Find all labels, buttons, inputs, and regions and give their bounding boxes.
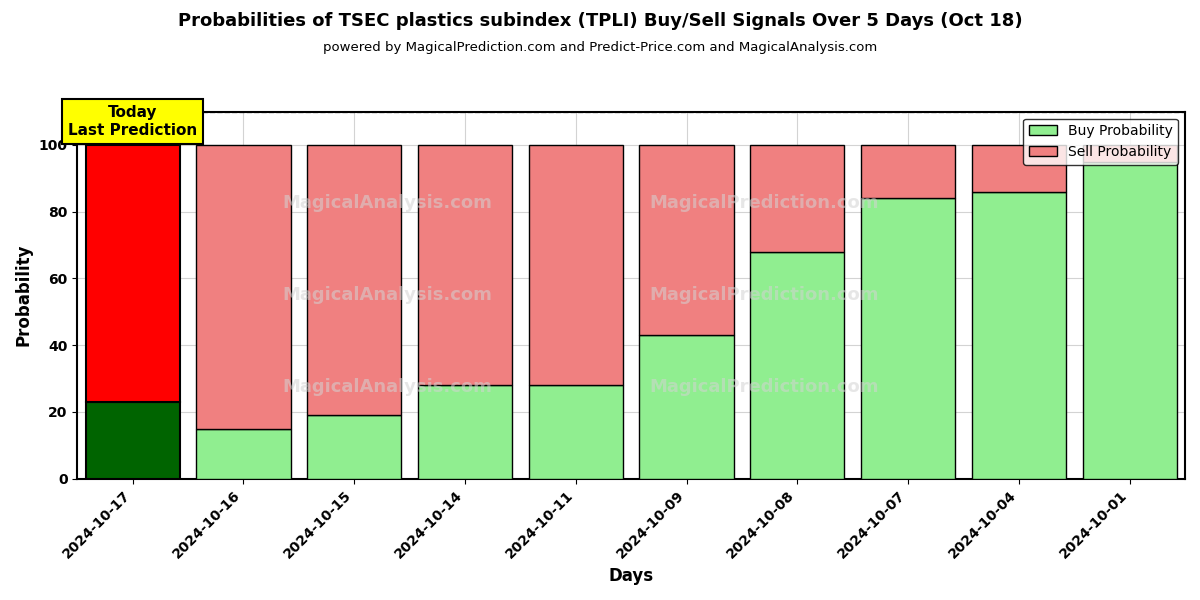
X-axis label: Days: Days bbox=[608, 567, 654, 585]
Y-axis label: Probability: Probability bbox=[14, 244, 32, 346]
Bar bbox=[418, 385, 512, 479]
Text: Probabilities of TSEC plastics subindex (TPLI) Buy/Sell Signals Over 5 Days (Oct: Probabilities of TSEC plastics subindex … bbox=[178, 12, 1022, 30]
Bar bbox=[307, 145, 401, 415]
Bar bbox=[418, 145, 512, 385]
Bar bbox=[197, 145, 290, 428]
Text: powered by MagicalPrediction.com and Predict-Price.com and MagicalAnalysis.com: powered by MagicalPrediction.com and Pre… bbox=[323, 41, 877, 54]
Text: MagicalAnalysis.com: MagicalAnalysis.com bbox=[282, 194, 492, 212]
Bar bbox=[529, 385, 623, 479]
Bar bbox=[860, 199, 955, 479]
Bar bbox=[1082, 161, 1177, 479]
Bar bbox=[750, 145, 845, 252]
Bar bbox=[85, 145, 180, 402]
Bar bbox=[85, 402, 180, 479]
Bar bbox=[750, 252, 845, 479]
Bar bbox=[197, 428, 290, 479]
Legend: Buy Probability, Sell Probability: Buy Probability, Sell Probability bbox=[1024, 119, 1178, 164]
Text: Today
Last Prediction: Today Last Prediction bbox=[68, 106, 197, 138]
Text: MagicalPrediction.com: MagicalPrediction.com bbox=[649, 286, 878, 304]
Bar bbox=[972, 145, 1066, 191]
Bar bbox=[1082, 145, 1177, 161]
Text: MagicalAnalysis.com: MagicalAnalysis.com bbox=[282, 286, 492, 304]
Text: MagicalPrediction.com: MagicalPrediction.com bbox=[649, 194, 878, 212]
Bar bbox=[640, 335, 733, 479]
Text: MagicalPrediction.com: MagicalPrediction.com bbox=[649, 378, 878, 396]
Bar bbox=[529, 145, 623, 385]
Bar bbox=[860, 145, 955, 199]
Bar bbox=[307, 415, 401, 479]
Bar bbox=[972, 191, 1066, 479]
Text: MagicalAnalysis.com: MagicalAnalysis.com bbox=[282, 378, 492, 396]
Bar bbox=[640, 145, 733, 335]
